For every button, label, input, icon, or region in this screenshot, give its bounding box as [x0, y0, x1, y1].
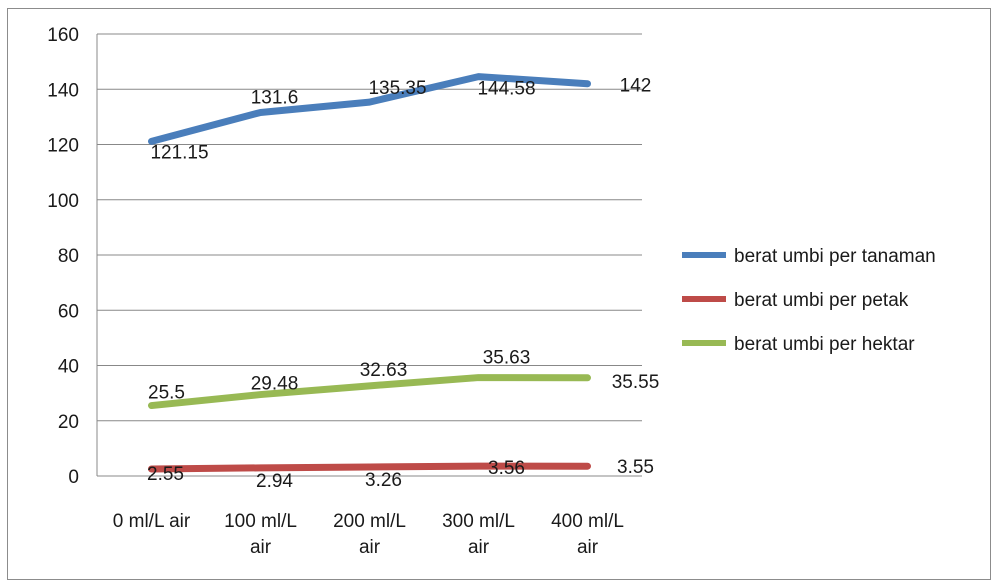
y-tick-label: 40	[58, 357, 79, 378]
y-tick-label: 20	[58, 412, 79, 433]
data-label: 3.56	[488, 458, 525, 479]
data-label: 25.5	[148, 383, 185, 404]
data-label: 3.55	[617, 457, 654, 478]
data-label: 32.63	[360, 360, 408, 381]
data-label: 142	[620, 76, 652, 97]
legend-label-hektar: berat umbi per hektar	[734, 334, 915, 355]
data-label: 29.48	[251, 374, 299, 395]
data-label: 121.15	[150, 142, 208, 163]
y-tick-label: 160	[47, 25, 79, 46]
data-label: 131.6	[251, 87, 299, 108]
x-category-label: 0 ml/L air	[113, 511, 191, 532]
y-tick-label: 100	[47, 191, 79, 212]
x-category-label: air	[468, 537, 490, 558]
x-category-label: air	[577, 537, 599, 558]
data-label: 3.26	[365, 470, 402, 491]
x-category-label: 200 ml/L	[333, 511, 406, 532]
data-label: 35.55	[612, 372, 660, 393]
y-tick-label: 80	[58, 246, 79, 267]
data-label: 135.35	[368, 78, 426, 99]
x-category-label: air	[359, 537, 381, 558]
y-tick-label: 140	[47, 80, 79, 101]
x-category-label: 300 ml/L	[442, 511, 515, 532]
x-category-label: 100 ml/L	[224, 511, 297, 532]
series-line-tanaman	[148, 73, 591, 145]
legend-label-tanaman: berat umbi per tanaman	[734, 246, 936, 267]
legend-label-petak: berat umbi per petak	[734, 290, 909, 311]
y-tick-label: 60	[58, 301, 79, 322]
x-category-label: 400 ml/L	[551, 511, 624, 532]
data-label: 2.55	[147, 464, 184, 485]
y-tick-label: 0	[68, 467, 79, 488]
data-label: 144.58	[477, 79, 535, 100]
series-line-hektar	[148, 374, 591, 410]
data-label: 35.63	[483, 348, 531, 369]
chart-frame	[7, 8, 991, 580]
data-label: 2.94	[256, 471, 293, 492]
series-line-petak	[148, 462, 591, 473]
x-category-label: air	[250, 537, 272, 558]
y-tick-label: 120	[47, 136, 79, 157]
